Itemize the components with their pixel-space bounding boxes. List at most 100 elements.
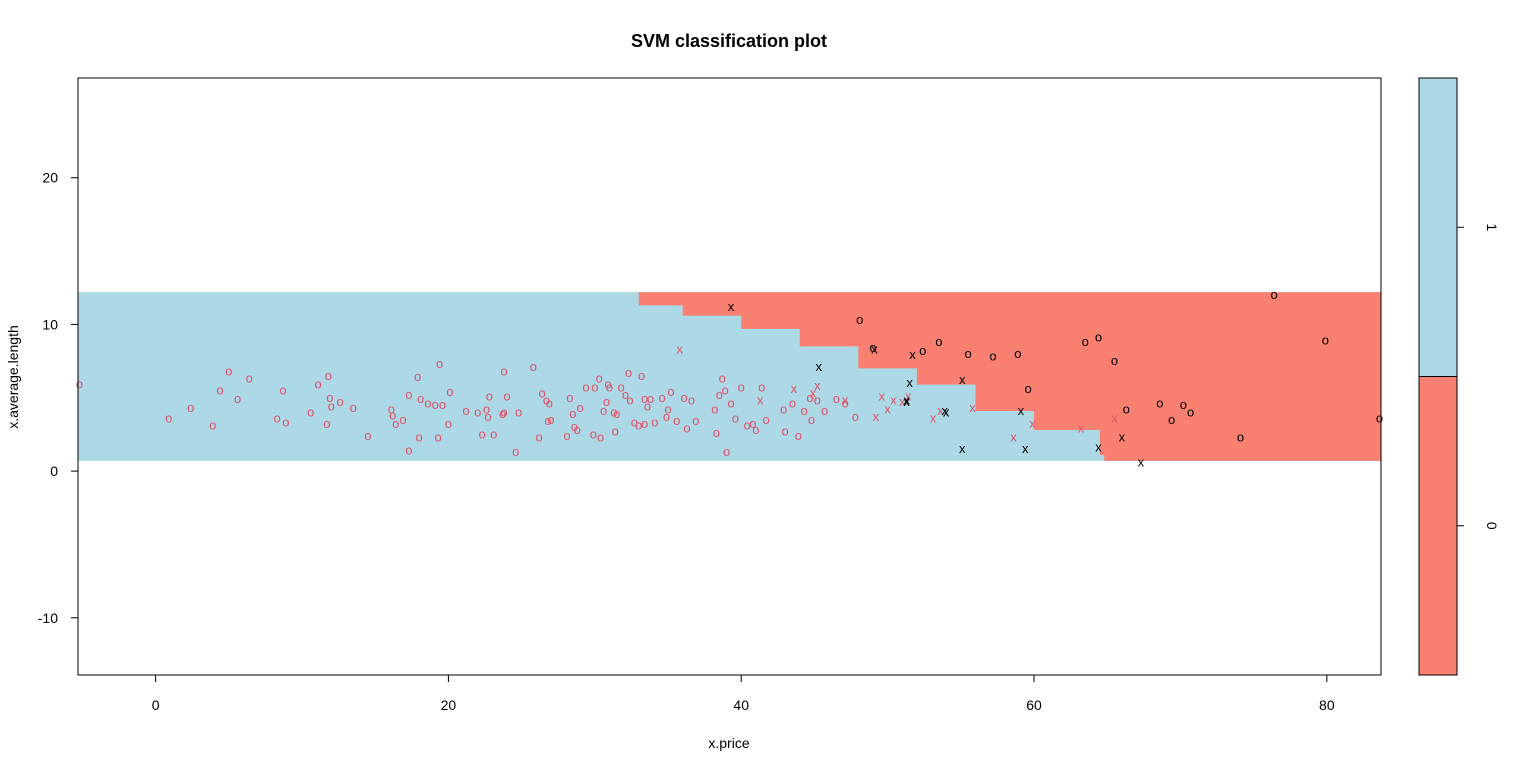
- data-point: o: [801, 403, 808, 418]
- data-point: o: [389, 407, 396, 422]
- data-point: o: [626, 393, 633, 408]
- data-point: o: [612, 424, 619, 439]
- data-point: o: [325, 368, 332, 383]
- legend-label: 1: [1484, 223, 1500, 231]
- data-point: o: [965, 346, 972, 361]
- y-tick-label: 10: [42, 316, 58, 332]
- data-point: o: [282, 415, 289, 430]
- data-point: x: [899, 394, 906, 409]
- data-point: x: [903, 394, 910, 409]
- data-point: o: [582, 380, 589, 395]
- data-point: o: [571, 419, 578, 434]
- data-point: o: [432, 397, 439, 412]
- data-point: o: [414, 369, 421, 384]
- classification-regions: [78, 292, 1381, 461]
- y-tick-label: -10: [38, 610, 58, 626]
- data-point: o: [323, 416, 330, 431]
- data-point: o: [680, 390, 687, 405]
- data-point: o: [814, 393, 821, 408]
- data-point: o: [515, 404, 522, 419]
- data-point: o: [474, 404, 481, 419]
- data-point: o: [688, 393, 695, 408]
- data-point: o: [500, 404, 507, 419]
- data-point: x: [871, 341, 878, 356]
- data-point: o: [546, 396, 553, 411]
- data-point: o: [727, 396, 734, 411]
- data-point: o: [719, 371, 726, 386]
- data-point: o: [795, 428, 802, 443]
- data-point: o: [603, 394, 610, 409]
- data-point: x: [890, 393, 897, 408]
- data-point: o: [484, 409, 491, 424]
- data-point: o: [234, 391, 241, 406]
- data-point: o: [446, 384, 453, 399]
- data-point: o: [499, 406, 506, 421]
- data-point: x: [810, 385, 817, 400]
- data-point: o: [536, 429, 543, 444]
- data-point: x: [676, 341, 683, 356]
- data-point: o: [328, 399, 335, 414]
- data-point: o: [273, 410, 280, 425]
- data-point: o: [187, 400, 194, 415]
- data-point: o: [641, 391, 648, 406]
- data-point: o: [543, 393, 550, 408]
- data-point: x: [884, 402, 891, 417]
- data-point: o: [436, 356, 443, 371]
- data-point: o: [1082, 334, 1089, 349]
- data-point: o: [758, 380, 765, 395]
- data-point: o: [1271, 287, 1278, 302]
- x-tick-label: 40: [733, 697, 749, 713]
- data-point: x: [842, 393, 849, 408]
- data-point: x: [969, 400, 976, 415]
- data-point: o: [405, 443, 412, 458]
- data-point: o: [716, 387, 723, 402]
- y-tick-label: 20: [42, 170, 58, 186]
- data-point: o: [1111, 353, 1118, 368]
- data-point: o: [762, 412, 769, 427]
- data-point: o: [647, 391, 654, 406]
- data-point: o: [416, 429, 423, 444]
- data-point: x: [909, 347, 916, 362]
- data-point: o: [1376, 410, 1383, 425]
- data-point: x: [757, 393, 764, 408]
- data-point: o: [641, 416, 648, 431]
- data-point: o: [789, 396, 796, 411]
- data-point: x: [1078, 421, 1085, 436]
- data-point: o: [1025, 381, 1032, 396]
- data-point: o: [1237, 429, 1244, 444]
- data-point: o: [919, 343, 926, 358]
- data-point: o: [478, 426, 485, 441]
- x-axis-label: x.price: [708, 735, 749, 751]
- data-point: o: [590, 426, 597, 441]
- data-point: o: [683, 421, 690, 436]
- data-point: o: [743, 418, 750, 433]
- data-point: o: [574, 422, 581, 437]
- data-point: o: [842, 396, 849, 411]
- data-point: o: [625, 365, 632, 380]
- legend-swatch-1: [1418, 77, 1458, 377]
- x-axis: 0 20 40 60 80: [152, 675, 1335, 713]
- legend-swatch-0: [1418, 376, 1458, 676]
- data-point: o: [225, 363, 232, 378]
- data-point: o: [417, 391, 424, 406]
- data-point: o: [667, 384, 674, 399]
- data-point: o: [445, 416, 452, 431]
- data-point: o: [618, 380, 625, 395]
- data-point: o: [483, 402, 490, 417]
- data-point: o: [512, 444, 519, 459]
- data-point: o: [610, 404, 617, 419]
- data-point: x: [1111, 410, 1118, 425]
- data-point: o: [1123, 402, 1130, 417]
- data-point: o: [723, 444, 730, 459]
- data-point: o: [600, 403, 607, 418]
- legend-label: 0: [1484, 522, 1500, 530]
- data-point: o: [279, 382, 286, 397]
- data-point: x: [930, 410, 937, 425]
- data-point: x: [873, 409, 880, 424]
- data-point: x: [903, 393, 910, 408]
- data-point: o: [1156, 396, 1163, 411]
- data-point: o: [635, 418, 642, 433]
- data-point: o: [350, 400, 357, 415]
